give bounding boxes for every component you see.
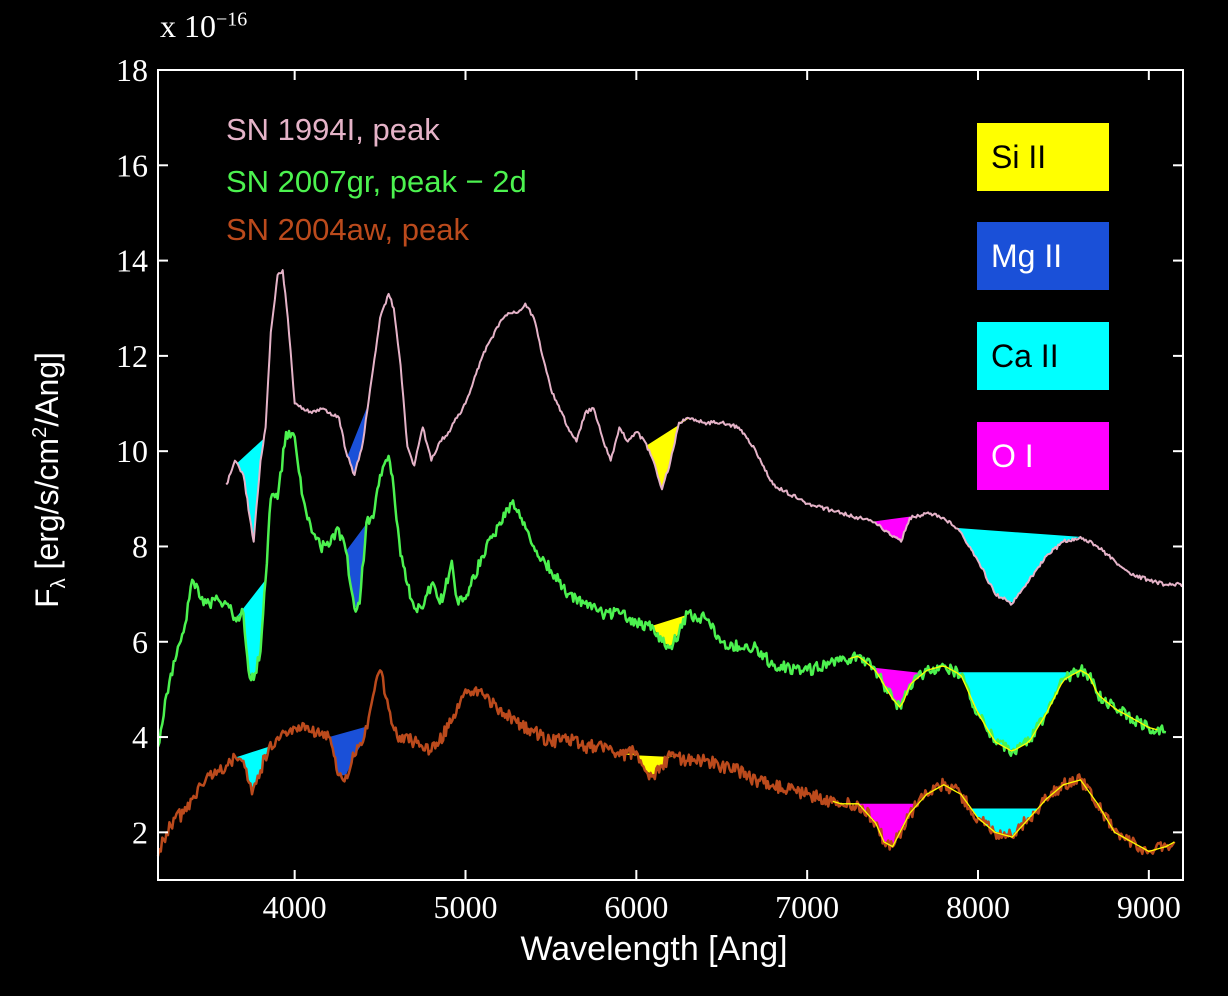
- absorption-ca-ii-10: [236, 746, 269, 793]
- absorption-mg-ii-11: [328, 726, 367, 776]
- y-tick-label: 2: [132, 814, 148, 850]
- y-multiplier: x 10−16: [160, 8, 248, 44]
- absorption-features: [236, 404, 1084, 846]
- x-tick-label: 4000: [263, 889, 327, 925]
- absorption-ca-ii-9: [955, 671, 1084, 750]
- y-tick-label: 18: [116, 52, 148, 88]
- absorption-si-ii-2: [646, 417, 690, 488]
- absorption-ca-ii-14: [971, 808, 1038, 837]
- y-tick-label: 4: [132, 719, 148, 755]
- fit-line-1: [832, 779, 1175, 853]
- absorption-ca-ii-0: [236, 438, 264, 542]
- y-axis-label: Fλ [erg/s/cm2/Ang]: [28, 352, 71, 608]
- axis-ticks: 4000 5000 6000 7000 8000 9000 2 4 6 8 10 12 14 16 18: [116, 52, 1183, 925]
- absorption-o-i-8: [872, 667, 924, 707]
- y-tick-label: 16: [116, 147, 148, 183]
- legend-sn2004aw: SN 2004aw, peak: [226, 212, 470, 247]
- y-tick-label: 10: [116, 433, 148, 469]
- x-tick-label: 6000: [604, 889, 668, 925]
- x-tick-label: 7000: [775, 889, 839, 925]
- y-tick-label: 14: [116, 243, 148, 279]
- spectra-lines: [156, 269, 1184, 857]
- x-tick-label: 5000: [434, 889, 498, 925]
- series-line-0: [225, 269, 1184, 606]
- fit-line-0: [849, 655, 1158, 752]
- x-axis-label: Wavelength [Ang]: [520, 930, 788, 968]
- legend-sn2007gr: SN 2007gr, peak − 2d: [226, 164, 527, 199]
- key-o-i: O I: [977, 422, 1109, 490]
- absorption-ca-ii-5: [236, 579, 266, 680]
- absorption-mg-ii-1: [347, 404, 369, 475]
- legend-sn1994i: SN 1994I, peak: [226, 112, 440, 147]
- key-ca-ii: Ca II: [977, 322, 1109, 390]
- plot-frame: [157, 69, 1184, 881]
- absorption-o-i-3: [872, 515, 919, 542]
- absorption-si-ii-12: [624, 751, 674, 776]
- key-si-ii: Si II: [977, 123, 1109, 191]
- x-tick-label: 9000: [1117, 889, 1181, 925]
- y-tick-label: 6: [132, 624, 148, 660]
- y-tick-label: 8: [132, 528, 148, 564]
- series-line-1: [156, 429, 1167, 757]
- y-tick-label: 12: [116, 338, 148, 374]
- key-mg-ii: Mg II: [977, 222, 1109, 290]
- absorption-ca-ii-4: [955, 527, 1081, 603]
- x-tick-label: 8000: [946, 889, 1010, 925]
